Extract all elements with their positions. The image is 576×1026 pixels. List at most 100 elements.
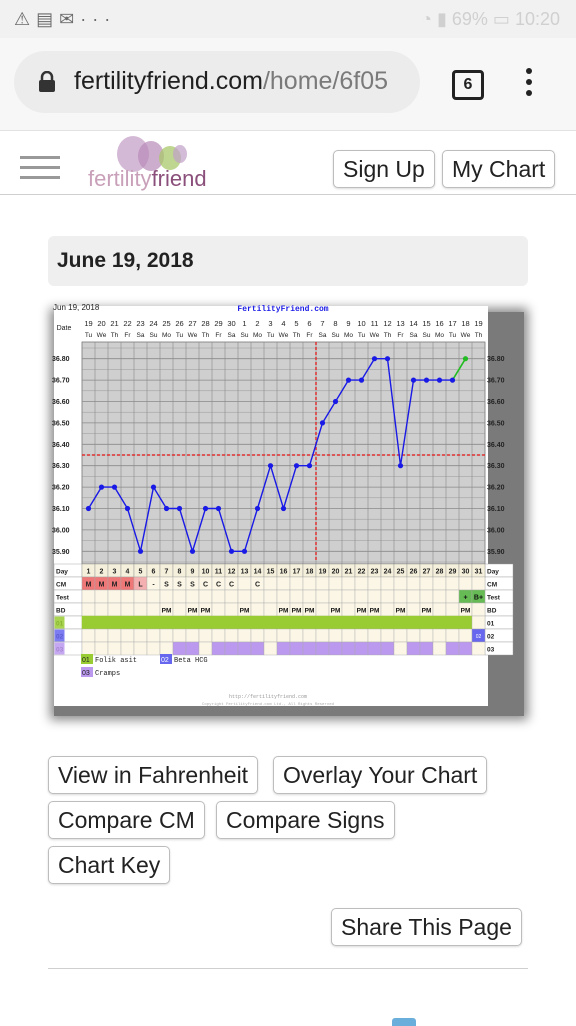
cm-cell: [263, 576, 278, 591]
date-tick-label: 22: [123, 319, 131, 328]
row01-cell: [224, 615, 239, 630]
row03-cell: [120, 641, 135, 656]
y-tick-label-left: 36.50: [52, 420, 70, 427]
test-cell: [393, 589, 408, 604]
test-cell: [81, 589, 96, 604]
row02-cell: [328, 628, 343, 643]
bd-cell: [471, 602, 486, 617]
weekday-tick-label: Th: [475, 332, 483, 339]
weekday-tick-label: Su: [241, 332, 249, 339]
chart-key-button[interactable]: Chart Key: [48, 846, 171, 884]
day-number: 9: [191, 569, 195, 576]
day-number: 18: [306, 569, 314, 576]
date-tick-label: 2: [255, 319, 259, 328]
message-icon: ▤: [36, 9, 60, 29]
weekday-tick-label: Tu: [449, 332, 457, 339]
weekday-tick-label: Sa: [319, 332, 327, 339]
date-tick-label: 28: [201, 319, 209, 328]
view-in-fahrenheit-button[interactable]: View in Fahrenheit: [48, 756, 259, 794]
test-cell: [133, 589, 148, 604]
bd-cell: [445, 602, 460, 617]
row02-cell: [185, 628, 200, 643]
cm-value: M: [112, 582, 118, 589]
bd-value: PM: [292, 608, 302, 615]
day-number: 27: [423, 569, 431, 576]
legend-02-label: Beta HCG: [174, 657, 208, 665]
temperature-point: [176, 505, 183, 512]
weekday-tick-label: Sa: [410, 332, 418, 339]
bd-cell: [107, 602, 122, 617]
bd-value: PM: [201, 608, 211, 615]
test-cell: [419, 589, 434, 604]
weekday-tick-label: Tu: [85, 332, 93, 339]
date-tick-label: 20: [97, 319, 105, 328]
row01-cell: [315, 615, 330, 630]
menu-kebab-icon[interactable]: [522, 68, 536, 98]
cm-cell: [341, 576, 356, 591]
day-number: 3: [113, 569, 117, 576]
cm-cell: [380, 576, 395, 591]
weekday-tick-label: Fr: [124, 332, 131, 339]
temperature-point: [228, 548, 235, 554]
row02-cell: [315, 628, 330, 643]
row01-cell: [146, 615, 161, 630]
weekday-tick-label: Th: [111, 332, 119, 339]
share-this-page-button[interactable]: Share This Page: [331, 908, 522, 946]
bd-value: PM: [188, 608, 198, 615]
temperature-point: [124, 505, 131, 512]
day-number: 16: [280, 569, 288, 576]
row03-cell: [172, 641, 187, 656]
cm-value: M: [125, 582, 131, 589]
cm-cell: [367, 576, 382, 591]
compare-cm-button[interactable]: Compare CM: [48, 801, 205, 839]
bbt-chart[interactable]: Jun 19, 2018 FertilityFriend.com Date19T…: [48, 300, 528, 720]
test-cell: [445, 589, 460, 604]
bd-value: PM: [331, 608, 341, 615]
row-label-left: Test: [56, 595, 70, 602]
bd-cell: [315, 602, 330, 617]
scroll-to-top-icon[interactable]: [392, 1018, 416, 1026]
compare-signs-button[interactable]: Compare Signs: [216, 801, 395, 839]
warning-icon: ⚠: [14, 9, 37, 29]
overlay-your-chart-button[interactable]: Overlay Your Chart: [273, 756, 488, 794]
weekday-tick-label: Th: [384, 332, 392, 339]
row01-cell: [250, 615, 265, 630]
row02-cell: [354, 628, 369, 643]
row03-cell: [302, 641, 317, 656]
y-tick-label-left: 36.60: [52, 399, 70, 406]
row03-cell: [445, 641, 460, 656]
row02-cell: [419, 628, 434, 643]
y-tick-label-right: 36.70: [487, 378, 505, 385]
cm-cell: [289, 576, 304, 591]
temperature-point: [332, 398, 339, 405]
fertility-friend-logo[interactable]: fertilityfriend: [88, 132, 218, 191]
test-value: +: [463, 595, 467, 602]
row01-cell: [107, 615, 122, 630]
date-tick-label: 13: [396, 319, 404, 328]
row03-cell: [289, 641, 304, 656]
cm-value: C: [216, 582, 221, 589]
bd-value: PM: [461, 608, 471, 615]
row03-cell: [250, 641, 265, 656]
cm-cell: [328, 576, 343, 591]
my-chart-button[interactable]: My Chart: [442, 150, 556, 188]
hamburger-menu-icon[interactable]: [20, 156, 60, 180]
day-number: 13: [241, 569, 249, 576]
temperature-point: [150, 484, 157, 490]
cm-value: S: [177, 582, 182, 589]
tab-switcher-button[interactable]: 6: [452, 70, 484, 100]
sign-up-button[interactable]: Sign Up: [333, 150, 435, 188]
row02-cell: [107, 628, 122, 643]
row01-cell: [198, 615, 213, 630]
row03-cell: [419, 641, 434, 656]
cm-cell: [354, 576, 369, 591]
test-cell: [224, 589, 239, 604]
row02-cell: [159, 628, 174, 643]
row-label-right: BD: [487, 608, 497, 615]
weekday-tick-label: Sa: [228, 332, 236, 339]
y-tick-label-right: 36.60: [487, 399, 505, 406]
url-bar[interactable]: fertilityfriend.com/home/6f05: [14, 51, 420, 113]
chart-date: June 19, 2018: [57, 249, 194, 272]
temperature-point: [397, 463, 404, 469]
day-number: 12: [228, 569, 236, 576]
